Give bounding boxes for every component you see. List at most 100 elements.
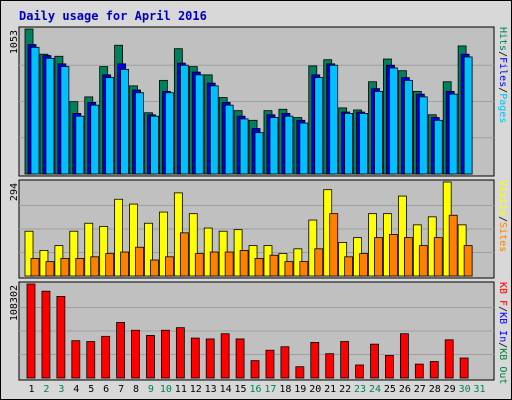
bar-sites-day-12 — [194, 253, 204, 277]
bar-sites-day-22 — [344, 256, 354, 277]
bar-sites-day-2 — [45, 261, 55, 277]
bar-pages-day-3 — [60, 66, 70, 175]
bar-sites-day-19 — [299, 261, 309, 277]
day-label-13: 13 — [205, 384, 217, 395]
day-label-28: 28 — [429, 384, 441, 395]
day-label-12: 12 — [190, 384, 202, 395]
bar-kb-f-day-5 — [86, 341, 96, 379]
bar-pages-day-17 — [269, 117, 279, 175]
bar-kb-f-day-7 — [116, 322, 126, 379]
bar-pages-day-2 — [45, 57, 55, 175]
bar-kb-f-day-6 — [101, 335, 111, 379]
day-label-2: 2 — [43, 384, 49, 395]
bar-kb-f-day-24 — [370, 343, 379, 379]
bar-visits-day-20 — [308, 219, 318, 277]
day-label-16: 16 — [249, 384, 261, 395]
bar-sites-day-1 — [30, 258, 40, 277]
bar-sites-day-20 — [314, 248, 324, 277]
panel-legend: Visits/Sites — [497, 180, 508, 252]
bar-pages-day-21 — [329, 64, 339, 175]
bar-kb-f-day-13 — [205, 338, 215, 379]
bar-sites-day-27 — [418, 245, 428, 277]
bar-sites-day-13 — [209, 251, 219, 277]
legend-entry: / — [497, 87, 508, 93]
bar-visits-day-9 — [144, 222, 153, 277]
day-label-19: 19 — [294, 384, 306, 395]
bar-sites-day-29 — [448, 214, 458, 277]
legend-entry: KB In — [497, 312, 508, 342]
bar-sites-day-6 — [105, 253, 115, 277]
bar-pages-day-9 — [150, 115, 159, 175]
legend-entry: Files — [497, 57, 508, 87]
legend-entry: / — [497, 51, 508, 57]
bar-sites-day-17 — [269, 254, 279, 277]
day-label-24: 24 — [369, 384, 381, 395]
bar-kb-f-day-2 — [41, 290, 51, 379]
day-label-31: 31 — [474, 384, 486, 395]
bar-sites-day-24 — [374, 237, 383, 277]
bar-sites-day-5 — [90, 256, 100, 277]
panel-legend: Hits/Files/Pages — [497, 27, 508, 123]
bar-pages-day-10 — [165, 92, 174, 175]
day-label-17: 17 — [264, 384, 276, 395]
bar-pages-day-4 — [75, 115, 85, 175]
legend-entry: / — [497, 216, 508, 222]
legend-entry: Visits — [497, 180, 508, 216]
day-label-4: 4 — [73, 384, 79, 395]
scale-max-label: 108302 — [9, 285, 20, 321]
bar-pages-day-1 — [30, 46, 40, 175]
bar-kb-f-day-18 — [280, 346, 290, 379]
day-label-7: 7 — [118, 384, 124, 395]
bar-sites-day-16 — [254, 258, 264, 277]
bar-pages-day-26 — [403, 79, 413, 175]
bar-sites-day-8 — [135, 246, 144, 277]
bar-visits-day-10 — [159, 211, 168, 277]
legend-entry: / — [497, 306, 508, 312]
scale-max-label: 1053 — [9, 30, 20, 54]
panel-legend: KB F/KB In/KB Out — [497, 282, 508, 384]
bar-sites-day-4 — [75, 258, 85, 277]
bar-pages-day-30 — [463, 56, 473, 175]
bar-kb-f-day-29 — [444, 339, 454, 379]
bar-kb-f-day-15 — [235, 338, 245, 379]
day-labels: 1 2 3 4 5 6 7 8 9 10 11 12 13 14 15 16 17 18 19 20 21 22 23 24 2… — [28, 384, 485, 395]
bar-pages-day-16 — [254, 132, 264, 175]
day-label-21: 21 — [324, 384, 336, 395]
bar-kb-f-day-9 — [146, 335, 155, 379]
bar-pages-day-6 — [105, 77, 115, 175]
day-label-15: 15 — [235, 384, 247, 395]
day-label-30: 30 — [459, 384, 471, 395]
panel-2: 294 Visits/Sites — [9, 179, 508, 279]
day-label-5: 5 — [88, 384, 94, 395]
legend-entry: Hits — [497, 27, 508, 51]
day-label-27: 27 — [414, 384, 426, 395]
bar-kb-f-day-11 — [175, 327, 185, 379]
bar-pages-day-28 — [433, 119, 443, 175]
bar-sites-day-14 — [224, 251, 234, 277]
bar-kb-f-day-27 — [414, 363, 424, 379]
bar-kb-f-day-1 — [26, 283, 36, 379]
bar-visits-day-6 — [99, 226, 109, 277]
bar-sites-day-25 — [389, 234, 398, 277]
bar-visits-day-8 — [129, 203, 138, 277]
day-label-1: 1 — [28, 384, 34, 395]
bar-sites-day-18 — [284, 261, 294, 277]
bar-pages-day-15 — [239, 118, 249, 175]
bar-pages-day-23 — [359, 113, 368, 175]
bar-kb-f-day-17 — [265, 349, 275, 379]
day-label-25: 25 — [384, 384, 396, 395]
bar-sites-day-26 — [403, 237, 413, 277]
legend-entry: KB Out — [497, 348, 508, 384]
bar-pages-day-22 — [344, 113, 354, 175]
bar-sites-day-10 — [165, 256, 174, 277]
bar-sites-day-21 — [329, 213, 339, 277]
series-pages — [30, 46, 473, 175]
bar-kb-f-day-22 — [340, 341, 350, 379]
bar-pages-day-8 — [135, 92, 144, 175]
bar-pages-day-24 — [374, 90, 383, 175]
bar-pages-day-25 — [389, 67, 398, 175]
bar-visits-day-12 — [188, 213, 198, 277]
legend-entry: Pages — [497, 93, 508, 123]
day-label-8: 8 — [133, 384, 139, 395]
